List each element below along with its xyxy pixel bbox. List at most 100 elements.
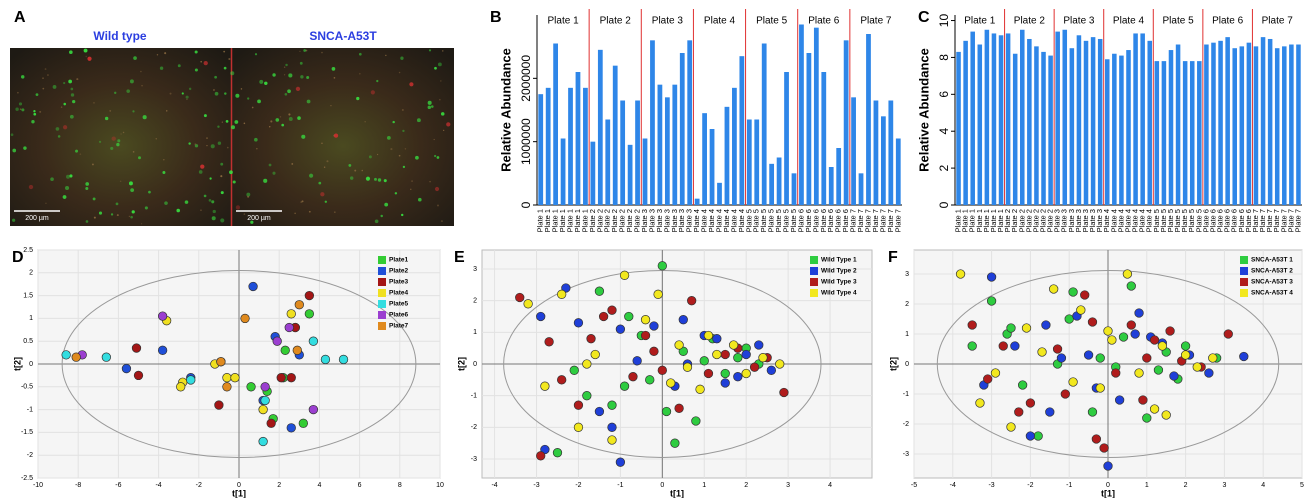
x-tick-label: Plate 4 [1109, 209, 1118, 232]
x-tick-label: Plate 4 [729, 209, 738, 232]
speck [93, 102, 95, 104]
bar [1048, 55, 1053, 206]
x-tick-label: -10 [33, 482, 43, 489]
speck [368, 155, 372, 159]
x-tick-label: Plate 6 [811, 209, 820, 232]
x-tick-label: Plate 2 [610, 209, 619, 232]
point [640, 315, 651, 325]
speck [429, 180, 431, 183]
speck [240, 88, 243, 90]
speck [163, 158, 165, 161]
point [1153, 365, 1164, 375]
bar [1296, 44, 1301, 206]
x-tick-label: Plate 3 [647, 209, 656, 232]
bar [1133, 33, 1138, 206]
point [998, 341, 1008, 351]
speck [159, 66, 164, 70]
speck [377, 178, 382, 182]
speck [63, 102, 67, 106]
point [640, 330, 651, 341]
x-tick-label: Plate 4 [1131, 209, 1140, 232]
point [1126, 281, 1136, 291]
bar [605, 119, 611, 205]
speck [268, 126, 271, 128]
x-tick-label: Plate 1 [551, 209, 560, 232]
bar [627, 144, 633, 205]
y-tick-label: 6 [937, 91, 951, 98]
bar [1274, 48, 1280, 205]
bar [1140, 33, 1145, 206]
speck [285, 63, 288, 67]
point [338, 354, 349, 365]
x-tick-label: 3 [786, 482, 790, 489]
y-tick-label: -1 [27, 406, 33, 413]
legend-swatch [378, 289, 386, 297]
bar [963, 40, 968, 205]
x-tick-label: Plate 3 [655, 209, 664, 232]
bar [1218, 40, 1223, 205]
legend-swatch [1240, 256, 1248, 264]
point [298, 418, 308, 428]
speck [117, 139, 121, 143]
speck [203, 60, 208, 66]
bar [746, 119, 752, 205]
speck [122, 131, 125, 134]
point [1068, 377, 1078, 387]
speck [320, 192, 325, 197]
x-tick-label: 3 [1222, 482, 1226, 489]
speck [92, 197, 96, 201]
speck [404, 148, 407, 150]
y-tick-label: 0 [473, 361, 477, 368]
bar [1090, 37, 1096, 205]
point [1169, 371, 1179, 381]
bar [888, 100, 894, 205]
point [230, 373, 240, 383]
speck [374, 219, 379, 224]
x-tick-label: 0 [1106, 482, 1110, 489]
y-tick-label: -3 [471, 456, 477, 463]
speck [434, 66, 437, 70]
speck [330, 105, 332, 107]
point [540, 381, 550, 391]
x-tick-label: Plate 6 [796, 209, 805, 232]
speck [295, 86, 301, 92]
speck [442, 50, 444, 52]
speck [214, 75, 217, 79]
speck [39, 110, 42, 113]
bar [977, 44, 983, 206]
bar [1204, 44, 1209, 206]
speck [288, 113, 291, 116]
speck [12, 218, 16, 222]
confidence-ellipse [503, 270, 822, 458]
x-tick-label: -2 [1027, 482, 1033, 489]
bar [1119, 55, 1124, 206]
x-tick-label: Plate 4 [1138, 209, 1147, 232]
group-label: Plate 7 [1262, 16, 1294, 27]
x-tick-label: Plate 4 [692, 209, 701, 232]
speck [402, 165, 406, 169]
x-tick-label: Plate 4 [722, 209, 731, 232]
speck [85, 55, 87, 58]
x-tick-label: Plate 2 [1039, 209, 1048, 232]
speck [79, 153, 82, 155]
speck [224, 92, 227, 95]
point [131, 343, 142, 353]
speck [430, 105, 434, 108]
point [1041, 320, 1051, 330]
point [1087, 407, 1098, 417]
legend-swatch [1240, 267, 1248, 275]
speck [333, 133, 339, 138]
speck [374, 177, 377, 181]
speck [439, 98, 441, 101]
point [308, 336, 319, 346]
speck [210, 144, 215, 149]
speck [42, 87, 45, 90]
x-tick-label: Plate 7 [1293, 209, 1302, 232]
speck [184, 200, 189, 204]
speck [83, 48, 88, 53]
speck [291, 163, 294, 165]
x-tick-label: -2 [575, 482, 581, 489]
point [1052, 344, 1063, 354]
x-tick-label: -1 [1066, 482, 1072, 489]
